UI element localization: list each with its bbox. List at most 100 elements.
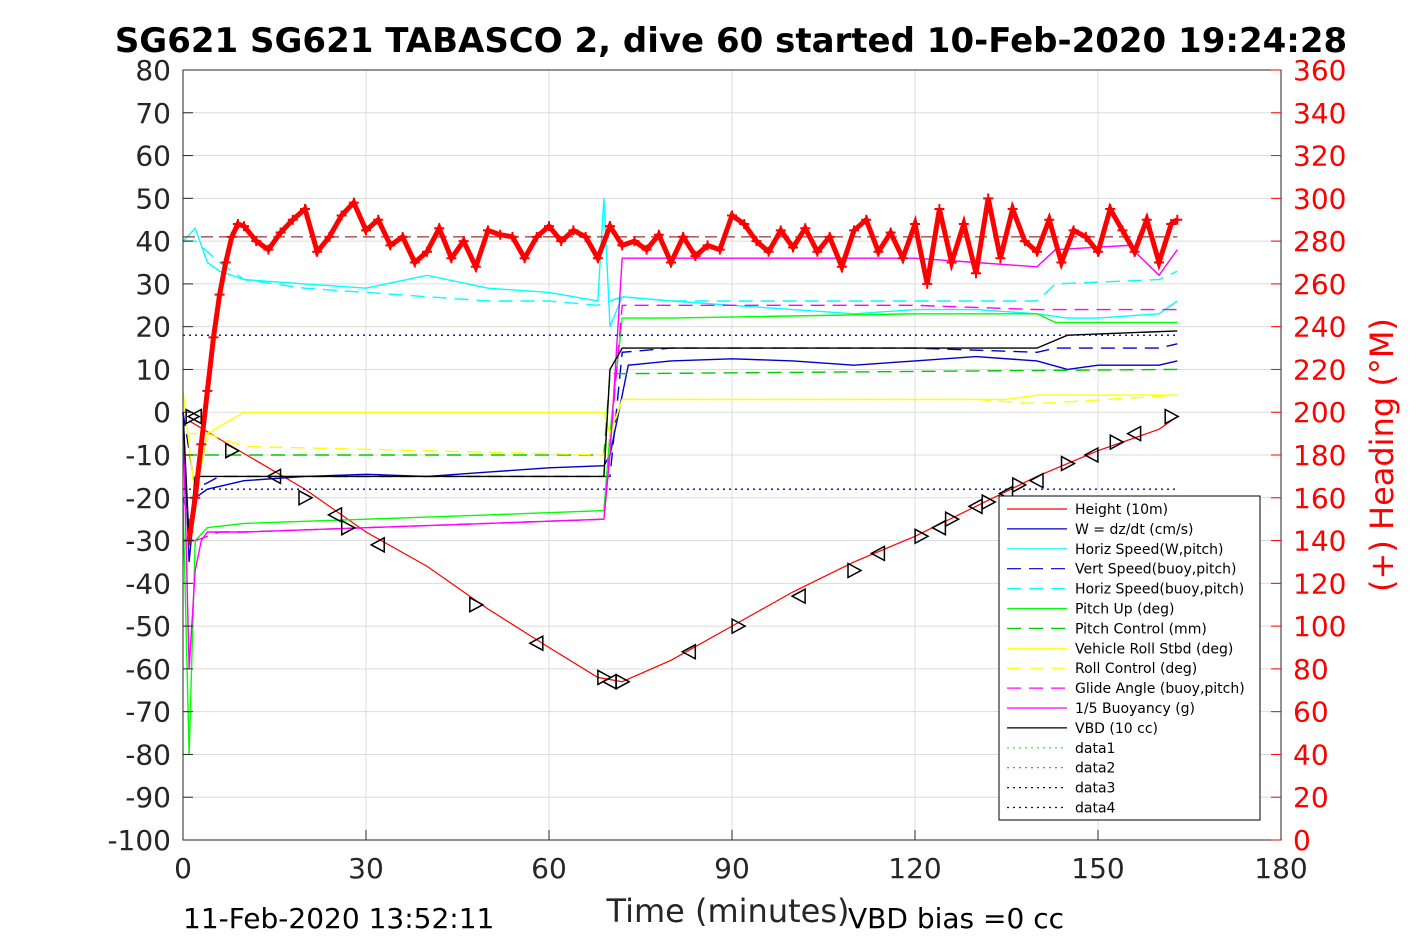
x-tick-label: 90 xyxy=(714,852,750,885)
y-tick-label-left: -90 xyxy=(125,781,171,814)
x-tick-label: 150 xyxy=(1071,852,1124,885)
y-tick-label-left: -30 xyxy=(125,525,171,558)
legend-label-5: Pitch Up (deg) xyxy=(1075,602,1174,618)
heading-point xyxy=(220,257,231,268)
heading-point xyxy=(348,197,359,208)
heading-point xyxy=(971,268,981,279)
heading-point xyxy=(824,231,835,242)
heading-point xyxy=(373,214,384,225)
heading-point xyxy=(1141,214,1152,225)
heading-point xyxy=(495,229,506,240)
y-tick-label-right: 100 xyxy=(1293,610,1346,643)
depth-marker xyxy=(1164,408,1180,425)
heading-point xyxy=(1172,214,1183,225)
heading-point xyxy=(422,246,432,257)
heading-point xyxy=(751,236,762,247)
depth-marker xyxy=(1060,455,1077,472)
y-axis-left: 80 70 60 50 40 30 20 10 0 -10 -20 -30 -40 -50 -60 -70 -8… xyxy=(107,54,193,857)
heading-point xyxy=(678,231,689,242)
depth-marker xyxy=(731,617,747,635)
y-tick-label-left: 40 xyxy=(135,225,171,258)
heading-point xyxy=(202,385,213,396)
depth-marker xyxy=(225,442,241,459)
y-tick-label-left: 0 xyxy=(153,396,171,429)
heading-point xyxy=(617,240,628,251)
series-layer xyxy=(182,198,1178,755)
heading-point xyxy=(861,214,872,225)
heading-point xyxy=(275,227,286,238)
heading-point xyxy=(666,257,676,268)
depth-marker xyxy=(528,634,544,652)
heading-point xyxy=(300,204,310,215)
heading-point xyxy=(1093,246,1103,257)
series-line-5 xyxy=(182,313,1178,755)
y-tick-label-right: 300 xyxy=(1293,182,1346,215)
heading-point xyxy=(531,231,542,242)
heading-point xyxy=(641,244,652,255)
x-axis-label: Time (minutes) xyxy=(606,892,850,930)
depth-marker xyxy=(1109,433,1125,451)
y-tick-label-left: -80 xyxy=(125,738,171,771)
heading-point xyxy=(1056,257,1067,268)
depth-marker xyxy=(790,587,806,605)
depth-marker xyxy=(298,489,314,507)
y-tick-label-right: 160 xyxy=(1293,482,1346,515)
depth-marker xyxy=(326,506,343,524)
legend-label-3: Vert Speed(buoy,pitch) xyxy=(1075,562,1237,578)
heading-point xyxy=(458,236,469,247)
y-tick-label-right: 200 xyxy=(1293,396,1346,429)
heading-point xyxy=(214,289,225,300)
depth-marker xyxy=(981,493,997,511)
depth-marker xyxy=(847,562,863,579)
series-line-8 xyxy=(183,394,1178,456)
heading-point xyxy=(556,236,567,247)
heading-point xyxy=(519,253,530,264)
heading-point xyxy=(232,219,243,229)
depth-marker xyxy=(469,596,485,613)
heading-point xyxy=(544,221,554,232)
legend-label-0: Height (10m) xyxy=(1075,502,1168,518)
y-tick-label-left: -10 xyxy=(125,439,171,472)
heading-point xyxy=(361,225,371,236)
y-tick-label-right: 0 xyxy=(1293,824,1311,857)
y-axis-right: 3603403203002802602402202001801601401201… xyxy=(1271,54,1346,857)
y-tick-label-left: -60 xyxy=(125,653,171,686)
heading-point xyxy=(568,225,579,236)
y-tick-label-right: 20 xyxy=(1293,781,1329,814)
x-axis: 0 30 60 90 120 150 180 xyxy=(174,830,1308,885)
heading-point xyxy=(1117,225,1128,236)
legend-label-15: data4 xyxy=(1075,801,1116,817)
depth-marker xyxy=(944,510,961,528)
heading-point xyxy=(1166,219,1177,229)
heading-point xyxy=(580,231,591,242)
y-tick-label-right: 220 xyxy=(1293,353,1346,386)
x-tick-label: 180 xyxy=(1254,852,1307,885)
y-tick-label-left: 10 xyxy=(135,353,171,386)
footer-vbd-bias: VBD bias =0 cc xyxy=(848,902,1064,935)
y-tick-label-left: -70 xyxy=(125,696,171,729)
depth-marker xyxy=(1011,476,1028,494)
heading-point xyxy=(251,236,262,247)
heading-point xyxy=(1080,231,1091,242)
footer-timestamp: 11-Feb-2020 13:52:11 xyxy=(183,902,494,935)
heading-point xyxy=(727,210,737,221)
series-line-3 xyxy=(182,343,1178,491)
y-tick-label-left: -20 xyxy=(125,482,171,515)
legend-label-4: Horiz Speed(buoy,pitch) xyxy=(1075,582,1244,598)
heading-point xyxy=(983,193,994,204)
depth-marker xyxy=(680,643,697,661)
heading-point xyxy=(263,244,274,255)
legend-label-13: data2 xyxy=(1075,761,1115,777)
heading-point xyxy=(739,219,750,229)
heading-point xyxy=(507,231,518,242)
heading-point xyxy=(409,257,420,268)
y-tick-label-left: 60 xyxy=(135,140,171,173)
y-tick-label-right: 40 xyxy=(1293,738,1329,771)
heading-point xyxy=(958,219,969,229)
legend-label-11: VBD (10 cc) xyxy=(1075,721,1158,737)
heading-layer xyxy=(183,193,1183,546)
legend-label-10: 1/5 Buoyancy (g) xyxy=(1075,701,1195,717)
depth-marker xyxy=(869,545,886,562)
y-tick-label-left: 30 xyxy=(135,268,171,301)
x-tick-label: 60 xyxy=(531,852,567,885)
